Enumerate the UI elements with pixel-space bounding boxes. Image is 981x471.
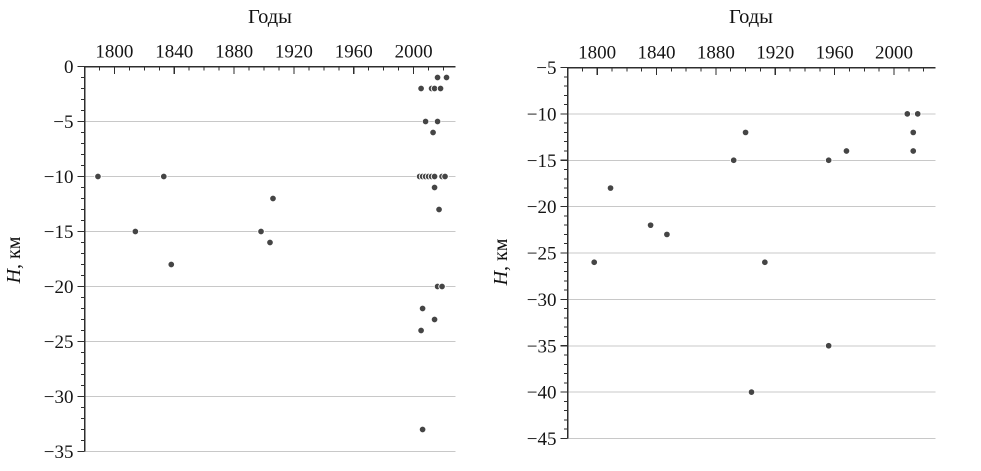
data-point [257,227,265,236]
x-tick-label: 1840 [155,42,193,63]
x-tick-label: 1800 [578,43,616,64]
data-point [435,205,443,214]
y-axis-label-symbol: H [491,269,512,286]
y-ticks [77,65,85,453]
data-point [433,117,442,126]
gridlines [567,113,936,439]
data-point [266,238,274,247]
data-point [429,128,437,137]
y-tick-label: −10 [527,104,557,125]
x-tick-labels: 1800 1840 1880 1920 1960 2000 [578,43,913,64]
data-point [824,156,833,164]
data-point [421,117,430,126]
axes [83,65,456,452]
y-tick-label: −35 [527,336,557,357]
data-point [646,221,655,229]
data-point [131,227,140,236]
x-tick-labels: 1800 1840 1880 1920 1960 2000 [95,42,432,63]
data-point [418,425,427,434]
chart-right: 1800 1840 1880 1920 1960 2000 −5−10−15−20−25−… [491,6,936,450]
y-tick-labels: −5 −10 −15 −20 −25 −30 −35 −40 −45 [527,58,557,450]
y-axis-label: H, км [3,236,25,284]
y-axis-label-unit: , км [491,238,512,271]
x-axis-title: Годы [248,6,292,28]
data-point [909,128,917,137]
data-points [590,110,922,396]
y-tick-label: −30 [527,290,557,311]
data-point [663,230,671,239]
x-tick-label: 1920 [275,42,313,63]
x-tick-label: 1880 [697,43,735,64]
chart-left: 1800 1840 1880 1920 1960 2000 0 −5 −10 −15 −20 −25… [3,6,456,463]
data-point [729,156,738,164]
data-point [741,128,750,137]
data-point [438,282,446,291]
y-tick-label: −20 [44,277,74,298]
data-point [590,258,598,267]
data-point [903,110,912,118]
y-tick-label: −15 [527,151,557,172]
data-point [761,258,769,267]
x-tick-label: 1920 [756,43,794,64]
y-tick-label: −45 [527,429,557,450]
x-tick-label: 1800 [95,42,133,63]
data-point [94,172,102,181]
data-point [909,147,917,155]
data-point [160,172,168,181]
data-point [430,172,439,181]
y-tick-label: −5 [536,58,556,79]
x-tick-label: 1960 [335,42,373,63]
y-tick-label: −15 [44,222,74,243]
data-point [417,84,425,93]
data-point [606,184,615,192]
x-ticks [98,66,445,74]
data-point [824,342,833,350]
data-point [167,260,176,269]
y-tick-label: −10 [44,167,74,188]
data-point [418,304,427,313]
data-point [417,326,425,335]
x-tick-label: 2000 [395,42,433,63]
data-point [913,110,922,118]
y-axis-label: H, км [491,238,512,286]
x-ticks [581,67,925,75]
y-ticks [560,66,568,440]
x-axis-title: Годы [729,6,773,28]
y-tick-label: −20 [527,197,557,218]
gridlines [84,121,456,452]
data-points [94,73,451,434]
x-tick-label: 2000 [875,43,913,64]
y-tick-label: −40 [527,383,557,404]
y-tick-label: −35 [44,442,74,463]
x-tick-label: 1960 [816,43,854,64]
data-point [269,194,277,203]
y-axis-label-unit: , км [3,236,25,269]
data-point [442,73,451,82]
y-tick-label: −25 [527,244,557,265]
data-point [430,183,439,192]
data-point [747,388,756,396]
y-tick-label: −25 [44,332,74,353]
y-axis-label-symbol: H [3,267,25,284]
data-point [842,147,851,155]
data-point [433,73,442,82]
x-tick-label: 1840 [638,43,676,64]
data-point [441,172,449,181]
y-tick-labels: 0 −5 −10 −15 −20 −25 −30 −35 [44,57,74,463]
y-tick-label: −30 [44,387,74,408]
y-tick-label: 0 [64,57,74,78]
x-tick-label: 1880 [215,42,253,63]
y-tick-label: −5 [53,112,73,133]
data-point [430,315,439,324]
data-point [436,84,445,93]
